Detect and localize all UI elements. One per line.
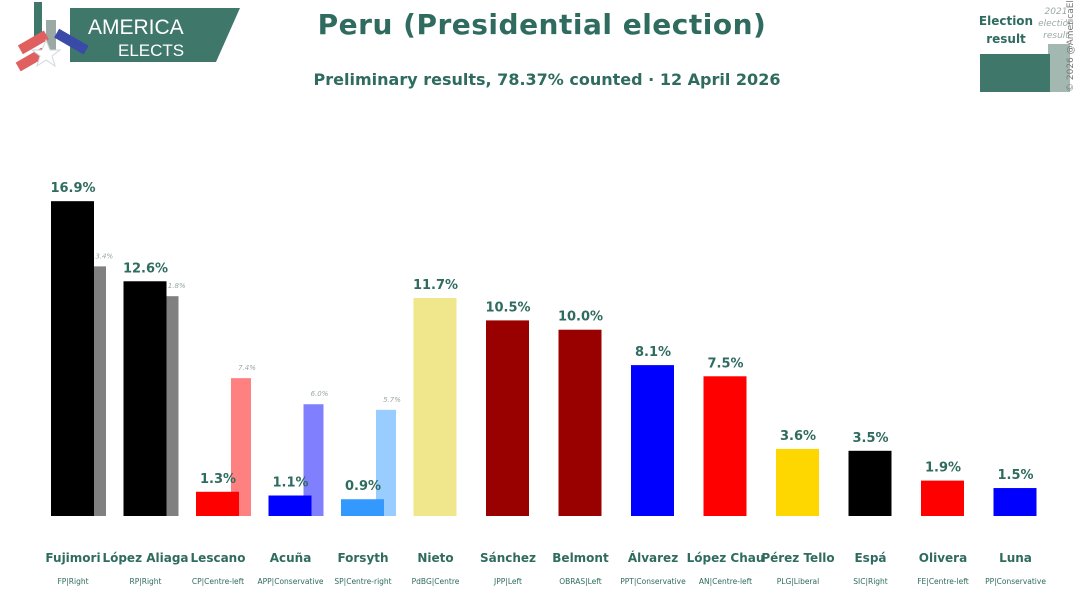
result-data-label: 12.6%	[123, 261, 168, 276]
result-bar	[123, 281, 167, 516]
party-label: PdBG|Centre	[412, 577, 460, 586]
party-label: SP|Centre-right	[334, 577, 391, 586]
candidate-name-label: Nieto	[417, 551, 453, 565]
party-label: PLG|Liberal	[777, 577, 819, 586]
candidate-name-label: Belmont	[552, 551, 609, 565]
party-label: PPT|Conservative	[620, 577, 686, 586]
legend-previous-label-line3: result	[1043, 31, 1069, 41]
party-label: FP|Right	[57, 577, 88, 586]
candidate-name-label: Luna	[999, 551, 1032, 565]
previous-result-label: 5.7%	[383, 396, 401, 404]
result-bar	[993, 488, 1037, 516]
legend-previous-swatch	[1048, 44, 1070, 92]
party-label: PP|Conservative	[985, 577, 1046, 586]
result-bar	[268, 495, 312, 516]
party-label: OBRAS|Left	[559, 577, 602, 586]
page-subtitle: Preliminary results, 78.37% counted · 12…	[313, 70, 781, 89]
party-label: RP|Right	[129, 577, 161, 586]
result-data-label: 8.1%	[635, 345, 671, 360]
previous-result-label: 11.8%	[163, 282, 186, 290]
america-elects-logo: AMERICA ELECTS	[15, 2, 240, 72]
candidate-name-label: Pérez Tello	[761, 551, 834, 565]
result-data-label: 1.3%	[200, 472, 236, 487]
result-data-label: 1.5%	[997, 468, 1033, 483]
previous-result-bar	[303, 404, 324, 516]
result-data-label: 3.6%	[780, 429, 816, 444]
legend-current-label-line1: Election	[978, 14, 1034, 28]
result-bar	[196, 491, 239, 516]
logo-stripe	[17, 30, 49, 55]
previous-result-label: 13.4%	[91, 252, 114, 260]
candidate-name-label: Forsyth	[337, 551, 388, 565]
candidate-name-label: Acuña	[270, 551, 312, 565]
party-label: JPP|Left	[493, 577, 522, 586]
result-data-label: 1.1%	[272, 476, 308, 491]
result-data-label: 7.5%	[707, 356, 743, 371]
result-data-label: 3.5%	[852, 431, 888, 446]
result-data-label: 1.9%	[925, 461, 961, 476]
legend-previous-label: 2021 election result	[1038, 6, 1074, 42]
previous-result-label: 6.0%	[311, 390, 329, 398]
previous-result-label: 7.4%	[238, 364, 256, 372]
result-data-label: 0.9%	[345, 479, 381, 494]
legend-previous-label-line2: election	[1038, 19, 1074, 29]
page-title: Peru (Presidential election)	[317, 8, 767, 41]
previous-result-bar	[376, 409, 396, 516]
logo-line2: ELECTS	[118, 41, 184, 60]
candidate-name-label: Espá	[854, 551, 886, 565]
candidate-name-label: Sánchez	[480, 551, 536, 565]
previous-result-bar	[231, 378, 251, 516]
star-icon	[30, 38, 62, 68]
party-label: SIC|Right	[853, 577, 888, 586]
result-data-label: 10.5%	[485, 300, 530, 315]
result-bar	[51, 201, 94, 517]
result-bar	[486, 320, 529, 516]
result-bar	[341, 499, 384, 516]
candidate-name-label: Lescano	[191, 551, 246, 565]
candidate-name-label: López Chau	[687, 551, 765, 565]
result-data-label: 10.0%	[558, 310, 603, 325]
logo-stripe	[54, 28, 89, 55]
candidate-name-label: López Aliaga	[102, 551, 188, 565]
logo-bar	[34, 2, 42, 42]
result-bar	[413, 298, 457, 516]
legend-current-label: Election result	[978, 12, 1034, 48]
party-label: AN|Centre-left	[699, 577, 752, 586]
logo-bar	[46, 20, 56, 50]
legend-previous-label-line1: 2021	[1044, 7, 1068, 17]
legend-current-swatch	[980, 54, 1050, 92]
logo-line1: AMERICA	[88, 16, 184, 39]
result-bar	[703, 376, 747, 516]
result-data-label: 11.7%	[413, 278, 458, 293]
result-bar	[558, 329, 602, 516]
party-label: FE|Centre-left	[917, 577, 969, 586]
result-bar	[921, 480, 964, 516]
party-label: CP|Centre-left	[192, 577, 244, 586]
result-bar	[776, 448, 819, 516]
legend-current-label-line2: result	[986, 32, 1026, 46]
candidate-name-label: Álvarez	[628, 550, 678, 565]
candidate-name-label: Fujimori	[45, 551, 100, 565]
legend: 2021 election result Election result	[976, 6, 1076, 92]
result-data-label: 16.9%	[50, 181, 95, 196]
result-bar	[631, 365, 674, 516]
party-label: APP|Conservative	[258, 577, 324, 586]
candidate-name-label: Olivera	[919, 551, 967, 565]
logo-banner	[70, 8, 240, 62]
result-bar	[848, 450, 892, 516]
